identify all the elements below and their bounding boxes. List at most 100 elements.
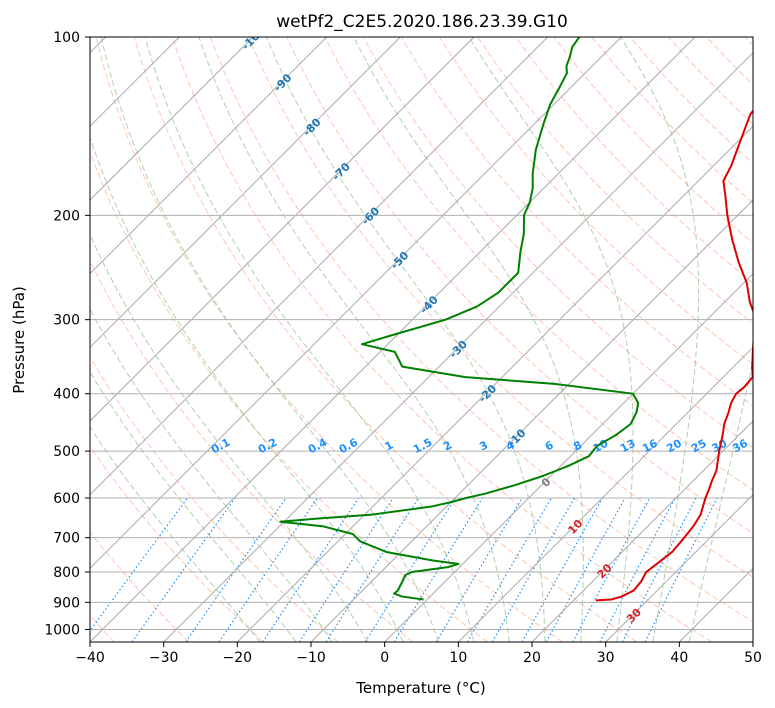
dry-adiabat (133, 37, 638, 642)
isotherm (531, 420, 753, 642)
isotherm (752, 641, 753, 642)
isotherm-label: -20 (476, 382, 499, 405)
mixing-ratio-line (393, 497, 484, 642)
isotherm (90, 37, 475, 422)
isotherm-label: -80 (300, 115, 323, 138)
isotherm (457, 346, 753, 642)
moist-adiabat (144, 37, 475, 642)
isotherm (90, 37, 254, 201)
x-tick-label: 20 (523, 650, 541, 666)
moist-adiabat (353, 37, 584, 642)
dry-adiabat (439, 37, 753, 366)
mixing-ratio-line (621, 497, 697, 642)
mixing-ratio-label: 25 (689, 437, 709, 456)
dry-adiabat (90, 150, 488, 642)
mixing-ratio-label: 0.4 (306, 436, 330, 457)
background-labels: 0.1 0.2 0.4 0.6 1 1.5 2 3 4 6 8 10 13 16 20 25 30 36-100-… (209, 37, 750, 626)
isotherm (310, 199, 753, 642)
dry-adiabat (248, 37, 753, 578)
dry-adiabat (90, 259, 414, 642)
y-tick-label: 200 (53, 208, 80, 224)
isotherm (90, 37, 328, 275)
dry-adiabat (744, 37, 753, 47)
mixing-ratio-label: 36 (730, 437, 750, 456)
mixing-ratio-label: 0.6 (337, 436, 361, 457)
isotherm-label: -70 (330, 160, 353, 183)
mixing-ratio-line (572, 497, 651, 642)
y-tick-label: 300 (53, 313, 80, 329)
x-axis: −40 −30 −20 −10 0 10 20 30 40 50 (75, 642, 762, 666)
dry-adiabat (706, 37, 753, 86)
x-tick-label: −40 (75, 650, 105, 666)
temperature-profile (595, 109, 753, 602)
y-tick-label: 700 (53, 531, 80, 547)
y-tick-label: 900 (53, 595, 80, 611)
dry-adiabat (400, 37, 753, 407)
profiles (279, 37, 753, 602)
moist-adiabat (90, 370, 297, 642)
moist-adiabat (90, 426, 261, 642)
dry-adiabat (90, 356, 339, 642)
y-tick-label: 500 (53, 444, 80, 460)
x-tick-label: 40 (670, 650, 688, 666)
isotherm (678, 567, 753, 642)
plot-frame (89, 36, 754, 643)
mixing-ratio-line (262, 497, 360, 642)
isotherm (90, 37, 549, 496)
mixing-ratio-line (545, 497, 626, 642)
moist-adiabat (198, 37, 510, 642)
x-tick-label: −10 (296, 650, 326, 666)
dry-adiabat (477, 37, 753, 325)
dry-adiabat (668, 37, 753, 125)
chart-title: wetPf2_C2E5.2020.186.23.39.G10 (276, 12, 568, 32)
x-tick-label: 50 (744, 650, 762, 666)
mixing-ratio-label: 1.5 (411, 436, 434, 457)
mixing-ratio-label: 16 (640, 437, 660, 456)
x-tick-label: 30 (597, 650, 615, 666)
dry-adiabat (210, 37, 753, 623)
mixing-ratio-label: 20 (664, 437, 684, 456)
x-axis-label: Temperature (°C) (355, 679, 485, 697)
y-tick-label: 600 (53, 491, 80, 507)
dewpoint-profile (279, 37, 640, 601)
moist-adiabat (90, 135, 404, 642)
mixing-ratio-line (131, 497, 236, 642)
isotherm-label: 30 (624, 605, 644, 625)
mixing-ratio-line (435, 497, 523, 642)
mixing-ratio-line (644, 497, 718, 642)
mixing-ratio-line (599, 497, 676, 642)
y-tick-label: 400 (53, 387, 80, 403)
background-lines (90, 37, 753, 642)
moist-adiabat (468, 37, 634, 642)
dry-adiabat (553, 37, 753, 244)
moist-adiabat (688, 358, 753, 642)
y-axis-label: Pressure (hPa) (10, 286, 28, 394)
y-tick-label: 1000 (44, 622, 80, 638)
isotherm-label: -40 (418, 293, 441, 316)
isotherm (163, 51, 753, 642)
y-tick-label: 100 (53, 30, 80, 46)
isotherm (90, 37, 622, 570)
x-tick-label: 10 (449, 650, 467, 666)
x-tick-label: −30 (149, 650, 179, 666)
moist-adiabat (620, 37, 700, 642)
isotherm (605, 493, 753, 642)
mixing-ratio-label: 13 (618, 437, 638, 456)
mixing-ratio-line (90, 497, 189, 632)
dry-adiabat (591, 37, 753, 204)
isotherm (90, 37, 401, 349)
dry-adiabat (90, 531, 190, 642)
x-tick-label: −20 (223, 650, 253, 666)
x-tick-label: 0 (380, 650, 389, 666)
dry-adiabat (515, 37, 753, 284)
isotherm (384, 272, 753, 642)
y-tick-label: 800 (53, 565, 80, 581)
mixing-ratio-line (364, 497, 456, 642)
isotherm (90, 37, 696, 642)
mixing-ratio-line (325, 497, 419, 642)
moist-adiabat (90, 233, 369, 642)
dry-adiabat (90, 445, 264, 642)
mixing-ratio-label: 0.1 (209, 436, 232, 457)
y-axis: 100 200 300 400 500 600 700 800 900 1000 (44, 30, 90, 638)
